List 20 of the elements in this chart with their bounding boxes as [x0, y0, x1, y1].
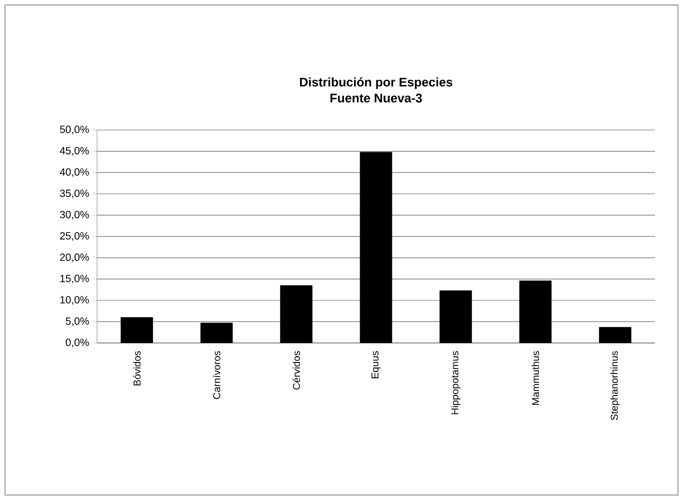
- y-tick-label: 35,0%: [60, 190, 89, 198]
- x-tick-label: Equus: [372, 351, 380, 378]
- y-tick-label: 50,0%: [60, 126, 89, 134]
- y-tick-label: 40,0%: [60, 168, 89, 177]
- x-tick-label: Stephanorhinus: [610, 351, 620, 420]
- x-tick-label: Cérvidos: [292, 351, 300, 390]
- y-tick-label: 25,0%: [60, 232, 89, 241]
- chart-subtitle: Fuente Nueva-3: [330, 94, 422, 102]
- y-tick-label: 0,0%: [66, 338, 89, 348]
- y-tick-label: 20,0%: [60, 253, 89, 262]
- x-tick-label: Mammuthus: [532, 351, 540, 405]
- x-tick-label: Carnívoros: [212, 351, 220, 399]
- chart-title: Distribución por Especies: [300, 77, 452, 89]
- y-tick-label: 30,0%: [60, 210, 89, 220]
- y-tick-label: 5,0%: [66, 317, 89, 326]
- y-tick-label: 15,0%: [60, 274, 89, 284]
- y-tick-label: 10,0%: [60, 296, 89, 305]
- x-tick-label: Hippopotamus: [451, 351, 460, 414]
- y-tick-label: 45,0%: [60, 146, 89, 156]
- x-tick-label: Bóvidos: [133, 351, 141, 386]
